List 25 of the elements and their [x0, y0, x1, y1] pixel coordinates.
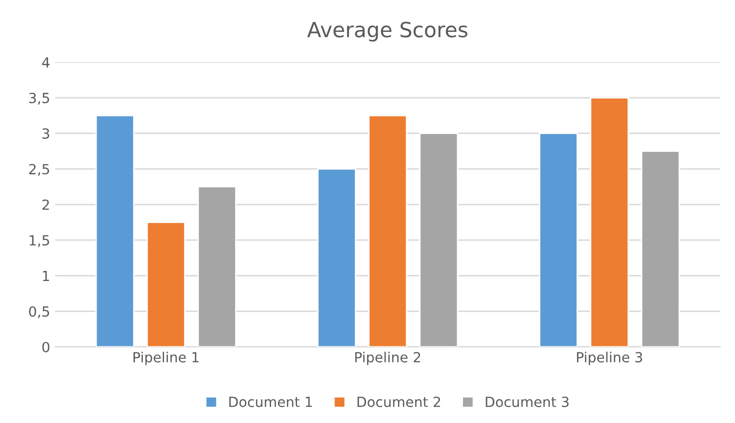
- bar: [317, 168, 356, 347]
- x-tick-label: Pipeline 3: [577, 352, 642, 366]
- legend-label: Document 1: [229, 396, 312, 408]
- bar: [419, 132, 458, 347]
- y-tick-label: 1,5: [30, 235, 50, 247]
- bar: [368, 114, 408, 347]
- y-tick-label: 2,5: [29, 164, 50, 176]
- x-tick-label: Pipeline 1: [134, 352, 199, 366]
- chart-title: Average Scores: [307, 22, 468, 42]
- x-tick-label: Pipeline 2: [355, 352, 420, 366]
- y-tick-label: 3,5: [29, 92, 50, 105]
- bar: [146, 222, 186, 347]
- y-tick-label: 1: [42, 270, 49, 281]
- y-tick-label: 0: [42, 342, 50, 352]
- y-tick-label: 4: [42, 57, 50, 68]
- bar: [197, 186, 237, 347]
- bar: [640, 150, 680, 347]
- legend-label: Document 3: [486, 396, 569, 408]
- bar: [590, 97, 629, 347]
- bar: [538, 132, 578, 347]
- y-tick-label: 2: [42, 199, 49, 210]
- y-tick-label: 3: [42, 128, 50, 139]
- legend-label: Document 2: [358, 396, 440, 408]
- bar: [95, 114, 135, 347]
- y-tick-label: 0,5: [29, 306, 50, 318]
